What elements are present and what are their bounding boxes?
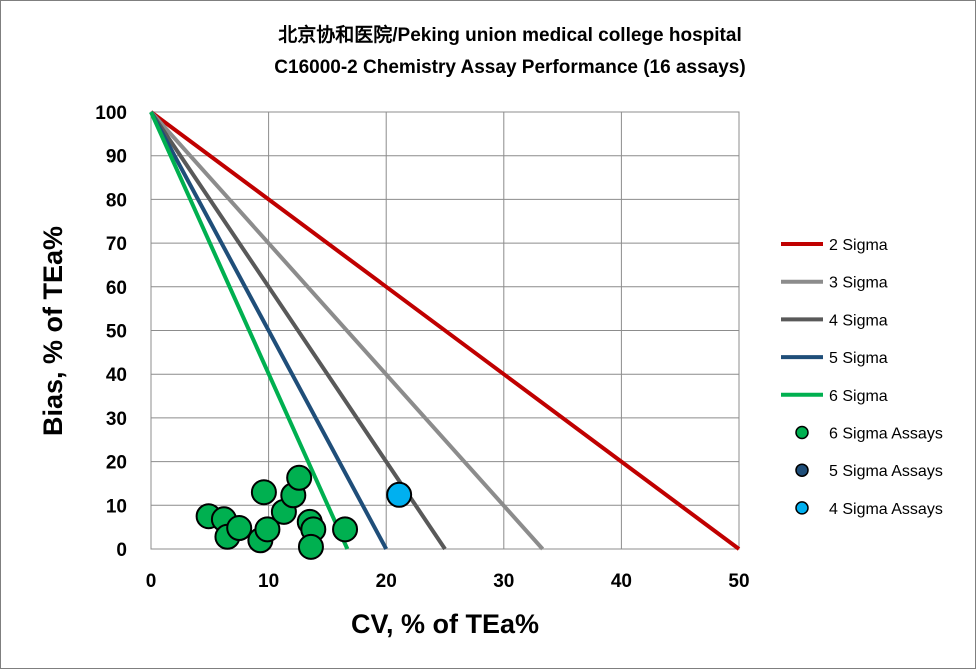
legend: 2 Sigma 3 Sigma 4 Sigma 5 Sigma 6 Sigma 6 Sig…: [781, 237, 943, 518]
assay-point: [226, 515, 253, 542]
legend-label: 5 Sigma Assays: [829, 463, 943, 480]
x-tick-label: 10: [258, 571, 279, 592]
y-tick-label: 20: [106, 453, 127, 474]
tick-labels: 0 10 20 30 40 50 0 10 20 30 40 50 60 70 80 90 100: [95, 103, 749, 592]
legend-marker-swatch: [795, 463, 809, 477]
sigma-line: [149, 110, 447, 551]
assay-points: [195, 464, 413, 560]
chart-title: 北京协和医院/Peking union medical college hosp…: [278, 23, 741, 46]
legend-label: 6 Sigma Assays: [829, 426, 943, 443]
x-tick-label: 50: [728, 571, 749, 592]
y-tick-label: 90: [106, 147, 127, 168]
legend-label: 3 Sigma: [829, 275, 888, 292]
sigma-line: [149, 111, 388, 550]
sigma-line: [149, 110, 545, 551]
x-tick-label: 20: [376, 571, 397, 592]
assay-point: [386, 481, 413, 508]
x-axis-title: CV, % of TEa%: [351, 609, 539, 639]
legend-label: 2 Sigma: [829, 237, 888, 254]
assay-point: [250, 479, 277, 506]
x-tick-label: 30: [493, 571, 514, 592]
sigma-line: [149, 111, 350, 550]
chart-subtitle: C16000-2 Chemistry Assay Performance (16…: [274, 57, 745, 78]
assay-point: [254, 516, 281, 543]
legend-label: 4 Sigma: [829, 312, 888, 329]
x-tick-label: 40: [611, 571, 632, 592]
sigma-lines: [149, 110, 741, 551]
y-tick-label: 0: [116, 540, 127, 561]
y-axis-title: Bias, % of TEa%: [38, 226, 68, 436]
legend-label: 4 Sigma Assays: [829, 501, 943, 518]
y-tick-label: 80: [106, 190, 127, 211]
legend-marker-swatch: [795, 425, 809, 440]
y-tick-label: 10: [106, 496, 127, 517]
y-tick-label: 50: [106, 322, 127, 343]
sigma-line: [149, 110, 741, 551]
assay-point: [332, 516, 359, 543]
legend-marker-swatch: [795, 501, 809, 515]
y-tick-label: 100: [95, 103, 127, 124]
assay-point: [297, 533, 324, 560]
grid: [150, 111, 740, 550]
legend-label: 5 Sigma: [829, 350, 888, 367]
x-tick-label: 0: [146, 571, 157, 592]
y-tick-label: 60: [106, 278, 127, 299]
y-tick-label: 70: [106, 234, 127, 255]
assay-point: [286, 464, 313, 491]
y-tick-label: 40: [106, 365, 127, 386]
legend-label: 6 Sigma: [829, 388, 888, 405]
y-tick-label: 30: [106, 409, 127, 430]
